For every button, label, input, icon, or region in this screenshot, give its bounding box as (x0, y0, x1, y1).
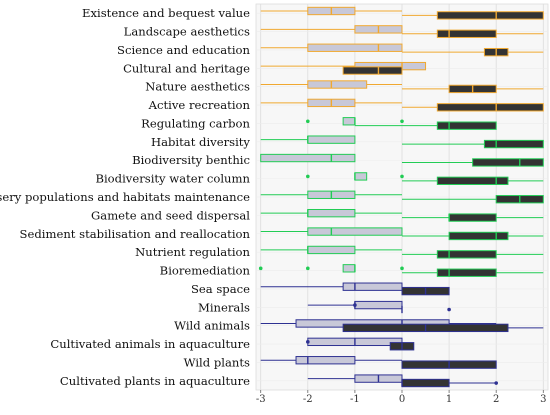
lower-box (342, 282, 403, 291)
upper-box (436, 29, 497, 38)
category-label: Science and education (117, 43, 250, 57)
box-row (306, 172, 544, 186)
box-layer (258, 6, 544, 388)
box-row (260, 208, 544, 222)
box-row (260, 98, 544, 112)
category-label: Biodiversity water column (95, 172, 250, 186)
lower-box (354, 300, 403, 310)
x-tick-label: -3 (256, 394, 266, 405)
category-label: Wild animals (174, 319, 250, 333)
box-row (260, 43, 544, 57)
lower-box (307, 43, 403, 52)
upper-box (436, 11, 544, 20)
box-row (307, 300, 451, 314)
upper-box (483, 139, 544, 149)
box-row (260, 245, 544, 259)
lower-box (295, 356, 356, 365)
lower-outlier (306, 174, 310, 179)
box-row (260, 153, 544, 167)
lower-box (307, 80, 368, 89)
category-label: Nature aesthetics (145, 80, 250, 94)
category-label: Sediment stabilisation and reallocation (20, 227, 251, 241)
lower-box (307, 227, 403, 236)
lower-outlier (306, 340, 310, 344)
upper-box (436, 121, 497, 130)
lower-box (260, 153, 356, 163)
box-row (260, 135, 544, 149)
box-row (260, 80, 544, 94)
upper-box (342, 66, 403, 75)
category-label: Existence and bequest value (82, 6, 250, 20)
lower-outlier (400, 266, 404, 271)
upper-outlier (494, 381, 498, 385)
upper-box (401, 378, 450, 388)
x-tick-label: 1 (446, 394, 452, 405)
lower-box (307, 135, 356, 144)
x-tick-label: -2 (303, 394, 313, 405)
category-label: Nutrient regulation (135, 245, 250, 259)
category-label: Nursery populations and habitats mainten… (0, 190, 250, 204)
x-tick-label: -1 (350, 394, 360, 405)
lower-outlier (400, 119, 404, 124)
lower-outlier (258, 266, 263, 271)
x-axis-ticks: -3 -2 -1 0 1 2 3 (256, 390, 546, 405)
lower-outlier (306, 119, 310, 124)
category-label: Landscape aesthetics (124, 25, 250, 39)
box-row (260, 190, 544, 204)
box-row (307, 374, 498, 388)
category-label: Active recreation (148, 98, 251, 112)
box-row (260, 227, 544, 241)
category-label: Gamete and seed dispersal (91, 208, 250, 222)
upper-box (448, 213, 497, 222)
lower-box (354, 172, 368, 181)
category-label: Minerals (198, 300, 250, 314)
box-row (258, 264, 544, 277)
upper-box (436, 250, 497, 259)
lower-box (342, 117, 356, 126)
x-tick-label: 0 (399, 394, 405, 405)
box-row (306, 117, 497, 130)
category-label: Habitat diversity (151, 135, 250, 149)
lower-outlier (400, 174, 404, 179)
upper-box (472, 158, 544, 167)
category-label: Cultural and heritage (123, 61, 250, 75)
box-row (260, 25, 544, 38)
upper-box (436, 268, 497, 277)
box-row (260, 356, 497, 369)
box-row (260, 61, 427, 75)
category-label: Sea space (191, 282, 250, 296)
upper-outlier (447, 307, 451, 312)
category-label: Wild plants (184, 355, 250, 369)
category-label: Biodiversity benthic (132, 153, 250, 167)
box-row (260, 319, 544, 333)
category-label: Regulating carbon (141, 116, 250, 130)
category-label: Cultivated animals in aquaculture (50, 337, 250, 351)
lower-box (307, 208, 356, 218)
lower-box (342, 264, 356, 273)
lower-outlier (306, 266, 310, 271)
x-tick-label: 2 (493, 394, 499, 405)
lower-box (307, 245, 356, 255)
box-row (306, 337, 415, 351)
category-label: Bioremediation (160, 264, 251, 278)
box-row (260, 282, 450, 296)
upper-box (436, 176, 509, 186)
box-row (260, 6, 544, 20)
upper-box (436, 103, 544, 112)
upper-box (448, 231, 509, 241)
category-labels: Existence and bequest value Landscape aes… (0, 6, 251, 388)
x-tick-label: 3 (540, 394, 546, 405)
lower-outlier (353, 303, 357, 307)
category-label: Cultivated plants in aquaculture (60, 374, 250, 388)
